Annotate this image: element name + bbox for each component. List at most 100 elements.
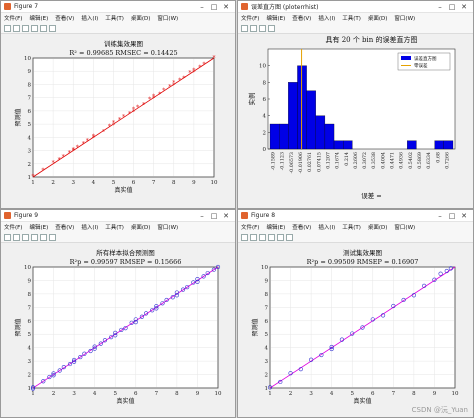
pointer-icon[interactable] — [277, 233, 284, 241]
data-point — [30, 385, 36, 390]
menu-file[interactable]: 文件(F) — [241, 16, 260, 22]
menu-desktop[interactable]: 桌面(D) — [367, 225, 388, 231]
close-button[interactable]: ✕ — [461, 211, 467, 220]
maximize-button[interactable]: □ — [448, 211, 456, 220]
data-point: * — [152, 96, 155, 103]
menu-window[interactable]: 窗口(W) — [157, 16, 179, 22]
menu-desktop[interactable]: 桌面(D) — [130, 225, 151, 231]
data-point: * — [198, 64, 201, 71]
chart-title: 训练集效果图 — [104, 39, 143, 48]
menu-window[interactable]: 窗口(W) — [157, 225, 179, 231]
menu-tools[interactable]: 工具(T) — [105, 225, 124, 231]
window-title-bar[interactable]: Figure 9 – □ ✕ — [1, 210, 235, 222]
x-tick-label: 10 — [211, 180, 218, 186]
menu-desktop[interactable]: 桌面(D) — [130, 16, 151, 22]
y-tick-label: 1 — [28, 175, 32, 181]
menu-window[interactable]: 窗口(W) — [394, 16, 416, 22]
data-point: * — [172, 83, 175, 90]
menu-insert[interactable]: 插入(I) — [318, 16, 336, 22]
menu-file[interactable]: 文件(F) — [4, 225, 23, 231]
y-tick-label: 2 — [263, 130, 267, 136]
layout-icon[interactable] — [49, 233, 56, 241]
print-icon[interactable] — [268, 233, 275, 241]
window-title-bar[interactable]: Figure 7 – □ ✕ — [1, 1, 235, 13]
menu-insert[interactable]: 插入(I) — [318, 225, 336, 231]
close-button[interactable]: ✕ — [223, 2, 229, 11]
layout-icon[interactable] — [49, 24, 56, 32]
open-icon[interactable] — [250, 24, 257, 32]
y-tick-label: 0 — [263, 147, 267, 153]
data-point — [215, 264, 221, 270]
x-tick-label: 8 — [172, 180, 176, 186]
menu-tools[interactable]: 工具(T) — [342, 16, 361, 22]
data-point — [61, 365, 66, 370]
open-icon[interactable] — [250, 233, 257, 241]
data-point — [438, 271, 443, 276]
maximize-button[interactable]: □ — [448, 2, 456, 11]
new-figure-icon[interactable] — [4, 233, 11, 241]
x-tick-label: 9 — [192, 180, 196, 186]
window-title-bar[interactable]: Figure 8 – □ ✕ — [238, 210, 473, 222]
menu-edit[interactable]: 编辑(E) — [266, 225, 286, 231]
y-tick-label: 3 — [265, 359, 269, 365]
window-title-bar[interactable]: 误差直方图 (ploterrhist) – □ ✕ — [238, 1, 473, 13]
maximize-button[interactable]: □ — [210, 2, 218, 11]
menu-window[interactable]: 窗口(W) — [394, 225, 416, 231]
menu-insert[interactable]: 插入(I) — [81, 16, 99, 22]
close-button[interactable]: ✕ — [223, 211, 229, 220]
data-point — [98, 341, 103, 346]
x-tick-label: 9 — [196, 391, 200, 397]
open-icon[interactable] — [13, 233, 20, 241]
pointer-icon[interactable] — [40, 24, 47, 32]
new-figure-icon[interactable] — [241, 24, 248, 32]
data-point — [123, 326, 128, 331]
menu-file[interactable]: 文件(F) — [4, 16, 23, 22]
menu-insert[interactable]: 插入(I) — [81, 225, 99, 231]
save-icon[interactable] — [259, 233, 266, 241]
menu-view[interactable]: 查看(V) — [292, 225, 312, 231]
new-figure-icon[interactable] — [4, 24, 11, 32]
menu-tools[interactable]: 工具(T) — [342, 225, 361, 231]
new-figure-icon[interactable] — [241, 233, 248, 241]
menu-edit[interactable]: 编辑(E) — [29, 16, 49, 22]
maximize-button[interactable]: □ — [210, 211, 218, 220]
y-tick-label: 6 — [28, 319, 32, 325]
menu-desktop[interactable]: 桌面(D) — [367, 16, 388, 22]
data-point: * — [102, 129, 105, 136]
x-tick-label: 0.214 — [344, 152, 350, 166]
save-icon[interactable] — [259, 24, 266, 32]
x-tick-label: 7 — [155, 391, 159, 397]
open-icon[interactable] — [13, 24, 20, 32]
data-point — [411, 293, 416, 298]
print-icon[interactable] — [268, 24, 275, 32]
chart-title: 测试集效果图 — [343, 248, 382, 257]
print-icon[interactable] — [31, 24, 38, 32]
save-icon[interactable] — [22, 24, 29, 32]
minimize-button[interactable]: – — [438, 2, 442, 11]
menu-edit[interactable]: 编辑(E) — [266, 16, 286, 22]
y-tick-label: 9 — [28, 69, 32, 75]
menu-tools[interactable]: 工具(T) — [105, 16, 124, 22]
x-tick-label: 5 — [113, 391, 117, 397]
y-axis-label: 预测值 — [14, 318, 22, 336]
window-title: Figure 9 — [14, 212, 39, 219]
minimize-button[interactable]: – — [438, 211, 442, 220]
save-icon[interactable] — [22, 233, 29, 241]
data-point: * — [132, 109, 135, 116]
legend-label-zero: 零误差 — [414, 62, 428, 69]
layout-icon[interactable] — [286, 233, 293, 241]
print-icon[interactable] — [31, 233, 38, 241]
data-point: * — [108, 123, 111, 130]
close-button[interactable]: ✕ — [461, 2, 467, 11]
y-tick-label: 5 — [265, 332, 269, 338]
minimize-button[interactable]: – — [200, 2, 204, 11]
menu-view[interactable]: 查看(V) — [292, 16, 312, 22]
x-tick-label: 0.4471 — [390, 152, 396, 169]
menu-view[interactable]: 查看(V) — [55, 16, 75, 22]
menu-file[interactable]: 文件(F) — [241, 225, 260, 231]
minimize-button[interactable]: – — [200, 211, 204, 220]
pointer-icon[interactable] — [40, 233, 47, 241]
data-point: * — [178, 78, 181, 85]
menu-edit[interactable]: 编辑(E) — [29, 225, 49, 231]
menu-view[interactable]: 查看(V) — [55, 225, 75, 231]
